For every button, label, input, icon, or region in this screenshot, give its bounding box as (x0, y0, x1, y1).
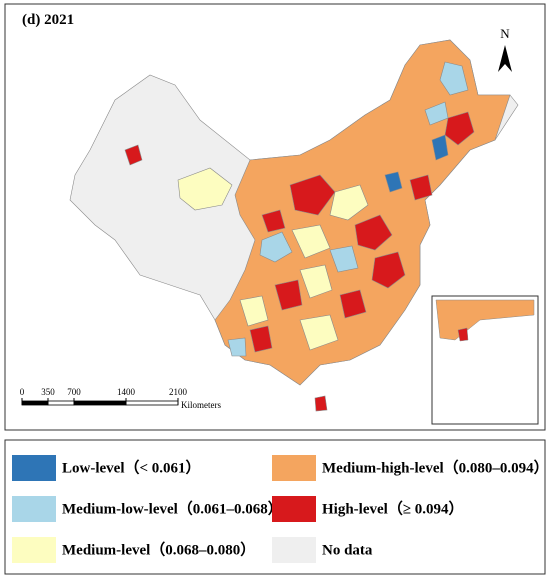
legend-label: High-level（≥ 0.094） (322, 499, 464, 517)
north-arrow: N (498, 26, 512, 72)
scale-bar: 0 350 700 1400 2100 Kilometers (20, 387, 222, 410)
region (177, 167, 233, 211)
region (227, 337, 247, 357)
legend-swatch (12, 496, 56, 522)
region (261, 209, 286, 233)
region (339, 289, 367, 319)
legend-swatch (272, 496, 316, 522)
north-arrow-shape (498, 45, 512, 72)
north-label: N (500, 26, 510, 41)
region (299, 264, 333, 299)
scale-tick-label: 1400 (117, 387, 136, 397)
legend-label: Medium-low-level（0.061–0.068） (62, 499, 283, 517)
region (384, 171, 403, 193)
inset-island (457, 327, 469, 342)
map-title: (d) 2021 (22, 12, 74, 28)
region (329, 245, 359, 273)
region (299, 314, 339, 351)
region (239, 295, 269, 327)
map (69, 39, 519, 412)
legend: Low-level（< 0.061） Medium-low-level（0.061… (12, 455, 549, 563)
region (249, 325, 273, 353)
region (444, 111, 475, 146)
legend-label: Medium-high-level（0.080–0.094） (322, 458, 549, 476)
legend-label: Medium-level（0.068–0.080） (62, 540, 255, 558)
region (329, 184, 369, 221)
island (314, 395, 328, 412)
legend-swatch (272, 455, 316, 481)
region (431, 134, 449, 161)
scale-tick-label: 2100 (169, 387, 188, 397)
region (124, 144, 143, 166)
legend-swatch (12, 537, 56, 563)
legend-swatch (12, 455, 56, 481)
region (424, 101, 449, 126)
region (291, 224, 331, 259)
region (409, 174, 433, 201)
scale-tick-label: 700 (67, 387, 81, 397)
scale-unit: Kilometers (181, 400, 221, 410)
region (259, 231, 293, 263)
region (289, 174, 336, 216)
scale-tick-label: 350 (41, 387, 55, 397)
scale-segment (47, 400, 75, 406)
scale-segment (73, 400, 127, 406)
legend-swatch (272, 537, 316, 563)
region (371, 251, 406, 289)
legend-label: Low-level（< 0.061） (62, 458, 201, 476)
region (439, 61, 469, 96)
scale-segment (125, 400, 179, 406)
legend-label: No data (322, 542, 373, 558)
scale-tick-label: 0 (20, 387, 25, 397)
scale-segment (21, 400, 49, 406)
region (274, 279, 303, 311)
region (354, 214, 393, 251)
